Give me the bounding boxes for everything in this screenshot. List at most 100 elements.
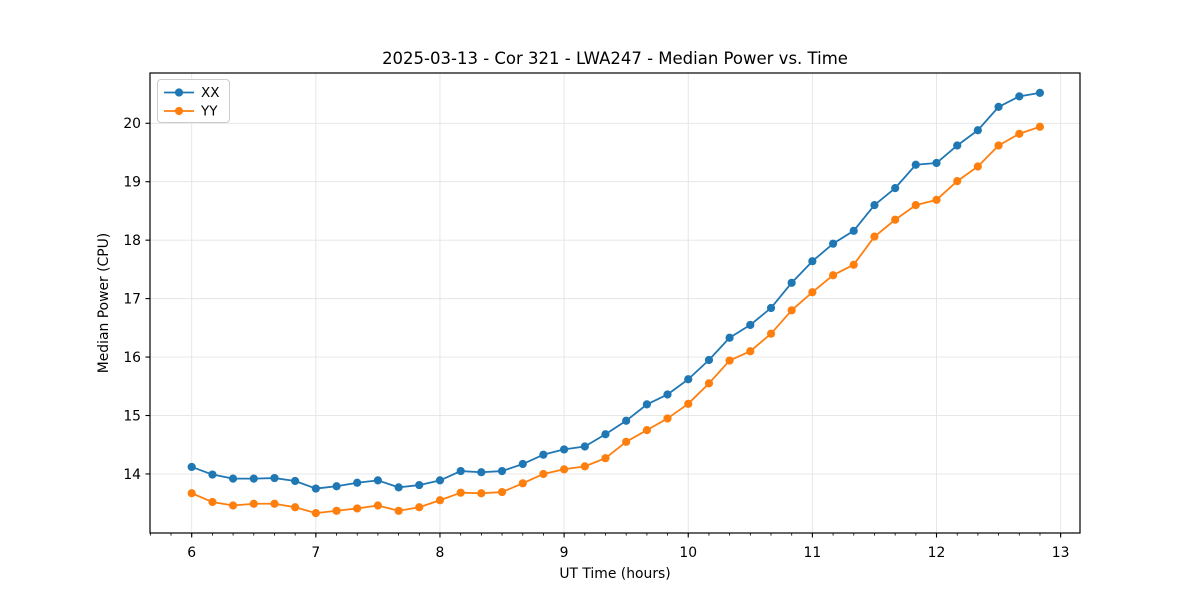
x-tick-label-8: 8: [436, 545, 445, 561]
plot-frame: [149, 72, 1081, 534]
xx-point: [394, 483, 403, 492]
xx-point: [1015, 92, 1024, 101]
yy-point: [870, 232, 879, 241]
xx-point: [518, 459, 527, 469]
xx-point: [787, 278, 796, 287]
y-tick-label-14: 14: [123, 467, 141, 483]
yy-point: [932, 195, 941, 204]
y-tick-label-18: 18: [123, 233, 141, 249]
xx-point: [477, 468, 486, 477]
y-tick-label-20: 20: [123, 116, 141, 132]
xx-point: [353, 478, 362, 487]
xx-point: [311, 484, 320, 493]
yy-point: [415, 503, 424, 512]
yy-point: [456, 488, 465, 497]
y-tick-label-15: 15: [123, 408, 141, 424]
y-tick-label-17: 17: [123, 291, 141, 307]
xx-point: [766, 303, 776, 313]
xx-point: [932, 158, 941, 168]
xx-point: [808, 257, 817, 266]
yy-point: [829, 271, 838, 280]
x-tick-label-12: 12: [928, 545, 946, 561]
xx-point: [249, 474, 258, 483]
yy-point: [477, 489, 486, 498]
yy-point: [642, 426, 652, 435]
xx-point: [580, 442, 589, 451]
x-tick-label-11: 11: [804, 545, 822, 561]
legend-marker-icon: [174, 88, 184, 97]
xx-point: [829, 239, 838, 248]
chart-title: 2025-03-13 - Cor 321 - LWA247 - Median P…: [382, 49, 848, 68]
xx-point: [746, 320, 755, 330]
yy-point: [911, 200, 920, 210]
yy-point: [1035, 122, 1045, 131]
yy-point: [539, 469, 548, 479]
xx-point: [208, 470, 217, 479]
y-tick-label-16: 16: [123, 350, 141, 366]
x-tick-label-9: 9: [560, 545, 569, 561]
xx-point: [725, 333, 734, 342]
xx-point: [953, 141, 962, 150]
yy-point: [560, 465, 569, 474]
legend-label: XX: [201, 85, 220, 101]
xx-point: [228, 474, 238, 483]
yy-point: [601, 454, 610, 463]
yy-point: [725, 356, 734, 365]
plot-border: [149, 72, 1081, 534]
xx-point: [373, 476, 383, 485]
yy-point: [518, 479, 527, 488]
yy-point: [684, 399, 693, 408]
xx-point: [187, 462, 196, 472]
yy-point: [249, 499, 258, 508]
xx-point: [456, 466, 465, 476]
yy-point: [622, 437, 631, 446]
xx-point: [704, 355, 714, 365]
xx-point: [539, 450, 548, 459]
xx-point: [622, 416, 631, 425]
y-tick-label-19: 19: [123, 175, 141, 191]
yy-point: [953, 177, 962, 186]
xx-point: [684, 375, 693, 384]
yy-point: [994, 141, 1003, 150]
yy-point: [1015, 129, 1024, 138]
yy-point: [435, 496, 445, 505]
x-axis-label: UT Time (hours): [559, 566, 670, 582]
yy-line: [190, 125, 1041, 515]
legend: XX YY: [157, 79, 230, 123]
yy-point: [270, 499, 279, 508]
xx-point: [291, 476, 300, 486]
yy-point: [373, 501, 383, 510]
xx-point: [1035, 88, 1045, 97]
series-xx: [187, 88, 1045, 493]
yy-point: [891, 215, 900, 224]
tick-layer: 6 7 8 9 10 11 12 13 14 15 16 17 18 19 20: [123, 116, 1069, 561]
legend-label: YY: [200, 104, 218, 120]
x-tick-label-7: 7: [311, 545, 320, 561]
yy-point: [849, 260, 858, 269]
xx-point: [973, 126, 982, 135]
xx-point: [870, 200, 879, 210]
yy-point: [497, 487, 507, 497]
xx-point: [849, 226, 858, 235]
xx-point: [642, 400, 652, 409]
xx-point: [663, 390, 672, 399]
x-tick-label-6: 6: [187, 545, 196, 561]
yy-point: [746, 347, 755, 356]
yy-point: [704, 379, 714, 388]
xx-point: [911, 160, 920, 169]
yy-point: [187, 489, 196, 498]
series-yy: [187, 122, 1045, 518]
xx-point: [560, 445, 569, 454]
yy-point: [973, 162, 982, 171]
yy-point: [332, 506, 341, 515]
yy-point: [766, 329, 776, 338]
legend-marker-icon: [174, 106, 184, 116]
grid-layer: [150, 73, 1080, 533]
yy-point: [311, 509, 320, 518]
yy-point: [394, 506, 403, 515]
yy-point: [228, 501, 238, 510]
xx-line: [190, 91, 1041, 490]
xx-point: [415, 480, 424, 490]
